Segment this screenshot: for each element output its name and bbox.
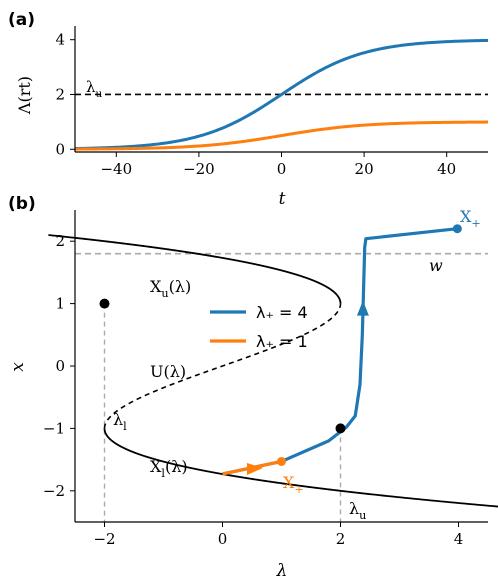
a-series-line-1 <box>74 120 489 151</box>
b-y-tick-label: 0 <box>55 357 65 375</box>
a-y-axis-title: Λ(rt) <box>15 76 34 115</box>
b-label-xplus-orange: X+ <box>283 473 304 496</box>
a-x-axis-title: t <box>279 189 286 209</box>
b-y-tick-label: −2 <box>43 482 65 500</box>
b-y-tick-label: −1 <box>43 419 65 437</box>
b-trajectory-arrow-0 <box>356 300 369 316</box>
b-y-tick-label: 1 <box>55 295 65 313</box>
b-label-xplus-blue: X+ <box>460 207 481 230</box>
a-y-tick-label: 2 <box>55 85 65 103</box>
b-y-tick-label: 2 <box>55 232 65 250</box>
b-label-lambda-l: λl <box>113 410 127 433</box>
b-x-tick-label: −2 <box>93 530 115 548</box>
a-y-tick-label: 0 <box>55 140 65 158</box>
b-x-tick-label: 4 <box>454 530 464 548</box>
b-label-w: w <box>429 256 443 275</box>
a-x-tick-label: 0 <box>277 160 287 178</box>
b-label-xl: Xl(λ) <box>150 457 188 480</box>
b-unstable-branch <box>103 303 342 429</box>
b-x-tick-label: 0 <box>218 530 228 548</box>
b-lower-branch <box>103 428 498 508</box>
b-trajectory-endpoint-1 <box>277 456 286 466</box>
b-upper-branch <box>48 234 342 304</box>
a-x-tick-label: −20 <box>183 160 215 178</box>
b-legend-label-0: λ₊ = 4 <box>256 303 308 322</box>
a-series-line-0 <box>74 38 489 151</box>
b-legend-label-1: λ₊ = 1 <box>256 332 308 351</box>
b-trajectory-endpoint-0 <box>452 224 462 234</box>
a-x-tick-label: −40 <box>100 160 132 178</box>
panel-b-label: (b) <box>8 194 36 214</box>
b-x-tick-label: 2 <box>336 530 346 548</box>
a-lambda-u-annotation: λu <box>86 78 103 100</box>
a-y-tick-label: 4 <box>55 31 65 49</box>
b-label-xu: Xu(λ) <box>150 277 191 300</box>
panel-a-label: (a) <box>8 10 35 30</box>
b-fold-point-1 <box>335 423 346 434</box>
b-trajectory-0 <box>222 227 458 476</box>
b-fold-point-0 <box>99 298 110 309</box>
b-label-u: U(λ) <box>150 362 186 381</box>
b-trajectory-arrow-1 <box>246 462 263 475</box>
a-x-tick-label: 40 <box>437 160 456 178</box>
b-x-axis-title: λ <box>276 561 288 581</box>
a-x-tick-label: 20 <box>355 160 374 178</box>
b-label-lambda-u: λu <box>349 499 366 522</box>
b-y-axis-title: x <box>8 362 28 372</box>
